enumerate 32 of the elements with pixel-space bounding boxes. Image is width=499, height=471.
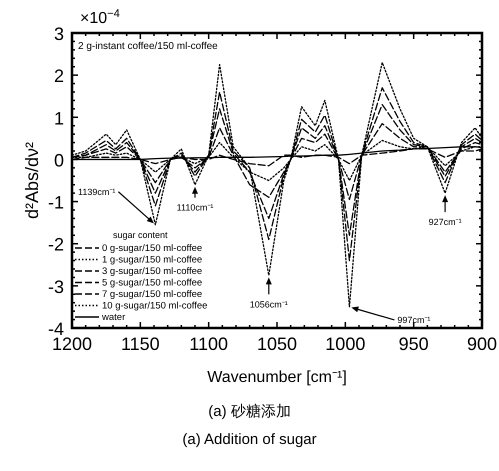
legend-label: 3 g-sugar/150 ml-coffee — [102, 266, 202, 277]
legend-label: 7 g-sugar/150 ml-coffee — [102, 289, 202, 300]
y-tick-label: 0 — [54, 150, 64, 170]
x-tick-label: 1150 — [120, 334, 160, 354]
y-tick-label: 1 — [54, 108, 64, 128]
y-axis-title: d²Abs/dν² — [22, 142, 42, 220]
x-axis-title: Wavenumber [cm⁻¹] — [207, 369, 347, 386]
legend-title: sugar content — [113, 230, 168, 240]
annotation: 997cm⁻¹ — [397, 314, 430, 325]
y-tick-label: -3 — [48, 276, 64, 297]
y-tick-label: 2 — [54, 66, 64, 86]
x-tick-label: 1100 — [189, 334, 228, 354]
y-tick-label: 3 — [54, 24, 64, 44]
annotation: 1139cm⁻¹ — [78, 186, 116, 197]
x-tick-label: 1000 — [325, 334, 366, 354]
annotation: 1056cm⁻¹ — [250, 299, 288, 310]
y-tick-label: -2 — [48, 234, 64, 255]
text: ×10$^{−4}$ — [80, 8, 120, 27]
y-tick-label: -1 — [48, 192, 64, 213]
annotation: 2 g-instant coffee/150 ml-coffee — [78, 41, 218, 52]
legend-label: 5 g-sugar/150 ml-coffee — [102, 278, 202, 288]
legend-label: water — [101, 312, 126, 323]
annotation: 1110cm⁻¹ — [176, 202, 214, 213]
x-tick-label: 950 — [398, 334, 429, 354]
x-tick-label: 900 — [466, 334, 498, 354]
legend-label: 0 g-sugar/150 ml-coffee — [102, 243, 202, 254]
text: (a) Addition of sugar — [182, 431, 317, 448]
annotation: 927cm⁻¹ — [428, 217, 462, 228]
text: (a) 砂糖添加 — [208, 403, 291, 420]
legend-label: 1 g-sugar/150 ml-coffee — [102, 254, 202, 266]
x-tick-label: 1050 — [256, 334, 298, 354]
legend-label: 10 g-sugar/150 ml-coffee — [102, 300, 208, 312]
